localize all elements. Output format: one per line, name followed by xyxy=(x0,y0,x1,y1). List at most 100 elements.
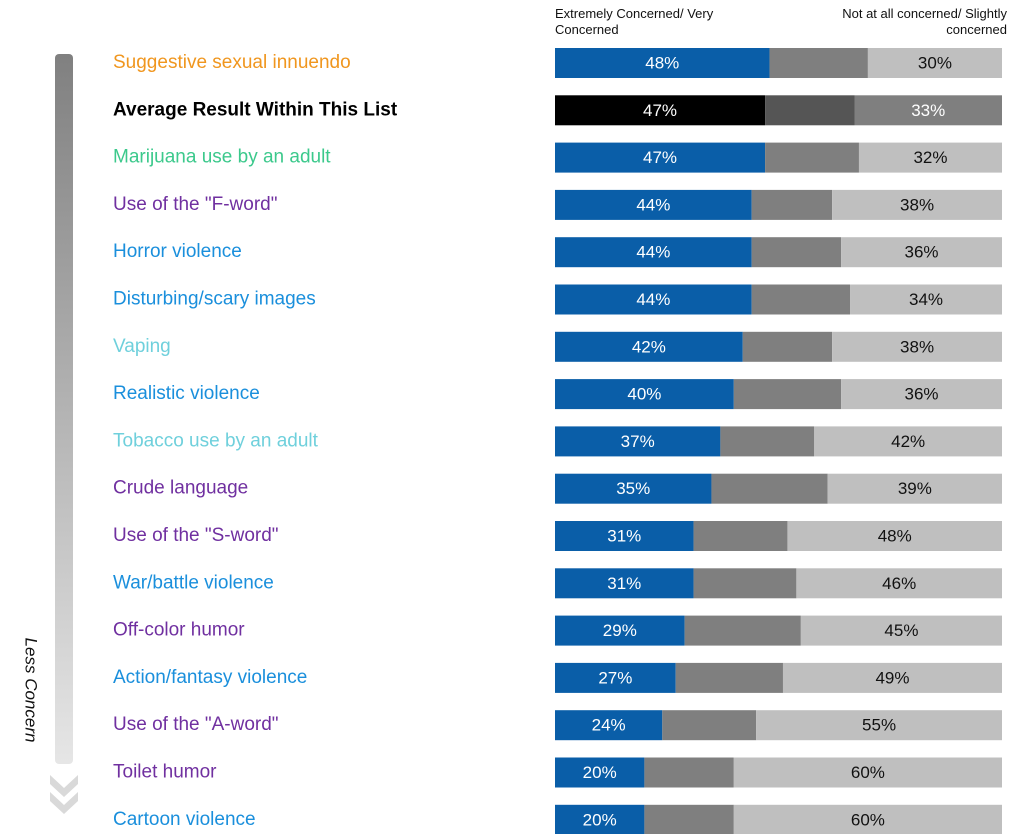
value-label: 45% xyxy=(884,621,918,640)
bar-segment xyxy=(751,284,851,315)
category-label: Horror violence xyxy=(113,241,242,262)
category-label: Cartoon violence xyxy=(113,809,256,830)
bar-segment xyxy=(644,757,734,788)
bar-segment xyxy=(555,757,645,788)
value-label: 44% xyxy=(636,290,670,309)
bar-segment xyxy=(751,237,842,268)
bar-segment xyxy=(832,331,1002,362)
bar-segment xyxy=(555,473,712,504)
bar-segment xyxy=(662,710,757,741)
bar-segment xyxy=(841,237,1002,268)
chevron xyxy=(50,775,78,814)
bar-segment xyxy=(555,615,685,646)
value-label: 60% xyxy=(851,763,885,782)
value-label: 39% xyxy=(898,479,932,498)
bar-segment xyxy=(858,142,1002,173)
bar-segment xyxy=(854,95,1002,126)
category-label: Realistic violence xyxy=(113,383,260,404)
bar-segment xyxy=(693,568,797,599)
bar-segment xyxy=(751,189,833,220)
bar-segment xyxy=(796,568,1002,599)
value-label: 55% xyxy=(862,716,896,735)
value-label: 44% xyxy=(636,195,670,214)
bar-segment xyxy=(555,521,694,551)
value-label: 42% xyxy=(891,432,925,451)
category-label: Marijuana use by an adult xyxy=(113,147,331,168)
category-label: Suggestive sexual innuendo xyxy=(113,52,351,73)
bar-segment xyxy=(742,331,833,362)
value-label: 20% xyxy=(583,763,617,782)
value-label: 47% xyxy=(643,101,677,120)
bar-segment xyxy=(555,568,694,599)
bar-segment xyxy=(555,189,752,220)
bar-segment xyxy=(733,379,842,410)
concern-arrow xyxy=(55,54,73,764)
category-label: Disturbing/scary images xyxy=(113,289,316,310)
category-label: Off-color humor xyxy=(113,620,245,641)
value-label: 36% xyxy=(905,243,939,262)
bar-segment xyxy=(684,615,801,646)
value-label: 32% xyxy=(913,148,947,167)
value-label: 48% xyxy=(645,53,679,72)
value-label: 24% xyxy=(592,716,626,735)
bar-segment xyxy=(814,426,1002,457)
value-label: 40% xyxy=(627,385,661,404)
bar-segment xyxy=(782,662,1002,693)
bar-segment xyxy=(850,284,1002,315)
value-label: 60% xyxy=(851,810,885,829)
value-label: 35% xyxy=(616,479,650,498)
value-label: 37% xyxy=(621,432,655,451)
category-label: Crude language xyxy=(113,478,248,499)
bar-segment xyxy=(675,662,783,693)
bar-segment xyxy=(555,284,752,315)
bar-segment xyxy=(720,426,815,457)
bar-segment xyxy=(555,662,676,693)
bar-segment xyxy=(644,804,734,834)
bar-segment xyxy=(800,615,1002,646)
value-label: 31% xyxy=(607,574,641,593)
series-header: Not at all concerned/ Slightly concerned xyxy=(842,6,1007,37)
category-label: Use of the "S-word" xyxy=(113,525,279,546)
category-label: Action/fantasy violence xyxy=(113,667,307,688)
series-header: Extremely Concerned/ Very Concerned xyxy=(555,6,714,37)
bar-segment xyxy=(555,237,752,268)
value-label: 30% xyxy=(918,53,952,72)
category-label: Toilet humor xyxy=(113,762,217,783)
value-label: 34% xyxy=(909,290,943,309)
bar-segment xyxy=(711,473,828,504)
value-label: 44% xyxy=(636,243,670,262)
value-label: 48% xyxy=(878,526,912,545)
bar-segment xyxy=(555,426,721,457)
bar-segment xyxy=(841,379,1002,410)
bar-segment xyxy=(733,757,1002,788)
bar-segment xyxy=(555,804,645,834)
bar-segment xyxy=(555,379,734,410)
bar-segment xyxy=(733,804,1002,834)
bar-segment xyxy=(756,710,1002,741)
category-label: Use of the "A-word" xyxy=(113,714,279,735)
value-label: 27% xyxy=(598,668,632,687)
category-label: Use of the "F-word" xyxy=(113,194,278,215)
bar-segment xyxy=(555,331,743,362)
category-label: Average Result Within This List xyxy=(113,99,398,120)
value-label: 20% xyxy=(583,810,617,829)
category-label: Tobacco use by an adult xyxy=(113,430,319,451)
bar-segment xyxy=(765,95,855,126)
bar-segment xyxy=(787,521,1002,551)
value-label: 33% xyxy=(911,101,945,120)
value-label: 36% xyxy=(905,385,939,404)
bar-segment xyxy=(555,48,770,78)
bar-segment xyxy=(867,48,1002,78)
bar-segment xyxy=(555,710,663,741)
value-label: 29% xyxy=(603,621,637,640)
category-label: Vaping xyxy=(113,336,171,357)
category-label: War/battle violence xyxy=(113,572,274,593)
bar-segment xyxy=(555,95,766,126)
bar-segment xyxy=(769,48,868,78)
value-label: 47% xyxy=(643,148,677,167)
value-label: 38% xyxy=(900,337,934,356)
bar-segment xyxy=(827,473,1002,504)
value-label: 49% xyxy=(875,668,909,687)
